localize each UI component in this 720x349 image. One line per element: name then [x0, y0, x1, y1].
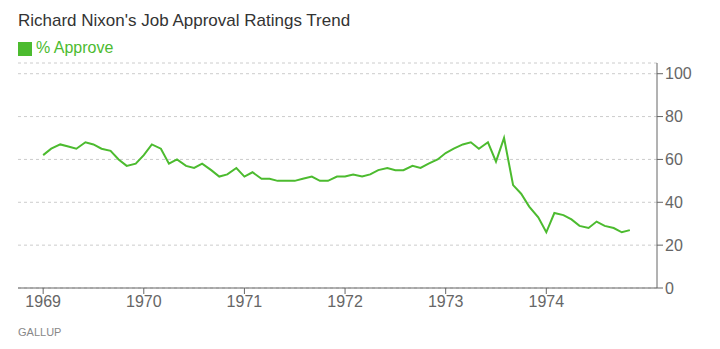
- svg-text:1973: 1973: [428, 293, 464, 310]
- svg-text:1970: 1970: [126, 293, 162, 310]
- svg-text:0: 0: [665, 280, 674, 297]
- svg-text:1969: 1969: [25, 293, 61, 310]
- svg-text:100: 100: [665, 65, 692, 82]
- svg-text:1971: 1971: [227, 293, 263, 310]
- svg-text:1974: 1974: [529, 293, 565, 310]
- svg-text:80: 80: [665, 108, 683, 125]
- html-text:Richard Nixon's Job Approval R: Richard Nixon's Job Approval Ratings Tre…: [18, 11, 351, 30]
- html-text:GALLUP: GALLUP: [18, 326, 62, 338]
- html-text:% Approve: % Approve: [36, 39, 114, 56]
- svg-text:60: 60: [665, 151, 683, 168]
- svg-text:1972: 1972: [327, 293, 363, 310]
- svg-text:20: 20: [665, 237, 683, 254]
- svg-text:40: 40: [665, 194, 683, 211]
